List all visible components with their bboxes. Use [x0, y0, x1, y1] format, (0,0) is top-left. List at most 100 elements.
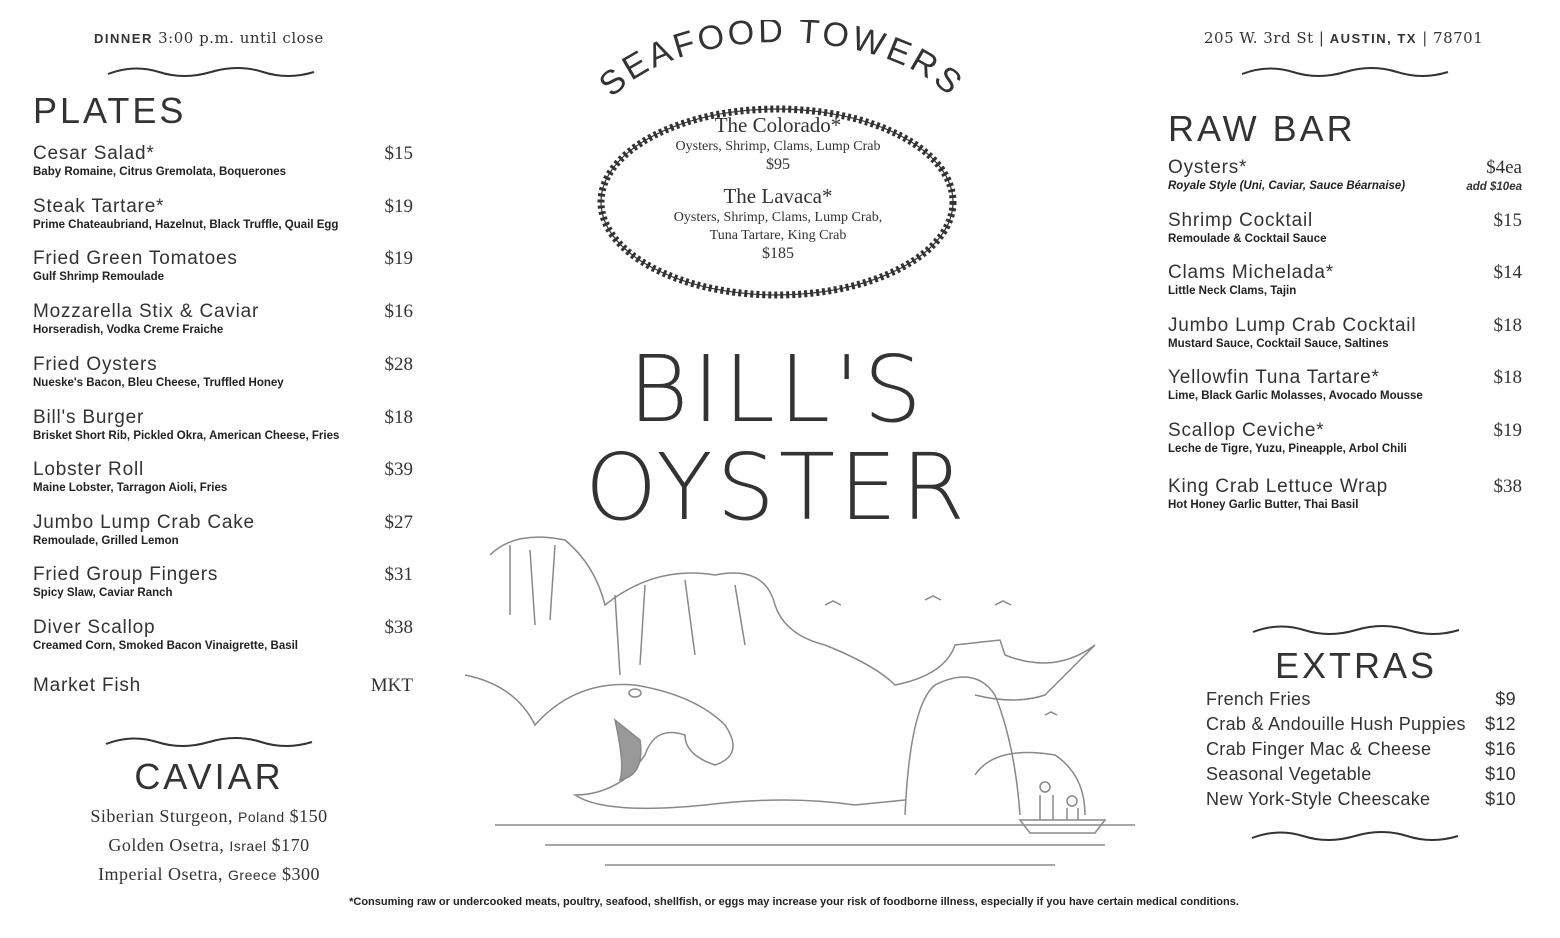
menu-item: Scallop Ceviche* Leche de Tigre, Yuzu, Pi…	[1168, 420, 1522, 476]
street: 205 W. 3rd St	[1204, 29, 1314, 47]
tower-item: The Lavaca* Oysters, Shrimp, Clams, Lump …	[630, 184, 926, 263]
towers-list: The Colorado* Oysters, Shrimp, Clams, Lum…	[630, 113, 926, 263]
caviar-name: Imperial Osetra,	[98, 864, 224, 884]
item-description: Hot Honey Garlic Butter, Thai Basil	[1168, 498, 1359, 511]
item-name: Yellowfin Tuna Tartare*	[1168, 367, 1380, 388]
item-price: $27	[384, 511, 414, 533]
address: 205 W. 3rd St | AUSTIN, TX | 78701	[1204, 29, 1484, 47]
extras-price: $10	[1485, 789, 1516, 809]
item-description: Leche de Tigre, Yuzu, Pineapple, Arbol C…	[1168, 442, 1407, 455]
extras-name: French Fries	[1206, 689, 1311, 709]
caviar-item: Imperial Osetra, Greece $300	[0, 864, 418, 893]
menu-item: Steak Tartare* Prime Chateaubriand, Hazel…	[33, 196, 413, 249]
item-name: Scallop Ceviche*	[1168, 419, 1325, 441]
seafood-towers-title: SEAFOOD TOWERS	[592, 20, 971, 104]
caviar-item: Siberian Sturgeon, Poland $150	[0, 806, 418, 835]
tower-desc: Oysters, Shrimp, Clams, Lump Crab,	[673, 210, 883, 225]
item-price: $19	[1493, 419, 1523, 441]
item-name: Cesar Salad*	[33, 143, 155, 164]
item-price: $18	[1493, 367, 1523, 388]
item-description: Little Neck Clams, Tajin	[1168, 285, 1297, 297]
caviar-price: $150	[289, 806, 328, 826]
caviar-price: $300	[281, 864, 320, 884]
extras-name: Crab Finger Mac & Cheese	[1206, 739, 1432, 759]
menu-item: Jumbo Lump Crab Cocktail Mustard Sauce, C…	[1168, 315, 1522, 368]
caviar-name: Siberian Sturgeon,	[90, 806, 234, 826]
tower-price: $185	[762, 245, 794, 262]
plates-title: PLATES	[33, 90, 187, 131]
tower-name: The Lavaca*	[723, 184, 833, 208]
item-price: $18	[1493, 314, 1523, 336]
item-description: Baby Romaine, Citrus Gremolata, Boqueron…	[33, 166, 287, 178]
item-price: $18	[384, 406, 414, 428]
brand-line-2: OYSTER	[584, 434, 970, 541]
extras-price: $9	[1495, 689, 1516, 709]
extras-price: $10	[1485, 764, 1516, 784]
item-description: Maine Lobster, Tarragon Aioli, Fries	[33, 482, 228, 494]
menu-item: Clams Michelada* Little Neck Clams, Tajin…	[1168, 262, 1522, 315]
extras-item: Crab Finger Mac & Cheese $16	[1206, 739, 1516, 764]
item-name: Jumbo Lump Crab Cake	[33, 511, 255, 533]
tower-name: The Colorado*	[714, 113, 842, 137]
item-name: Lobster Roll	[33, 459, 144, 480]
menu-item: Yellowfin Tuna Tartare* Lime, Black Garli…	[1168, 367, 1522, 420]
city: AUSTIN, TX	[1329, 31, 1417, 46]
item-price: MKT	[370, 674, 413, 696]
caviar-item: Golden Osetra, Israel $170	[0, 835, 418, 864]
item-price: $16	[384, 300, 414, 322]
item-price: $31	[384, 564, 414, 585]
item-description: Mustard Sauce, Cocktail Sauce, Saltines	[1168, 337, 1389, 350]
item-name: Diver Scallop	[33, 616, 156, 638]
item-name: Jumbo Lump Crab Cocktail	[1168, 314, 1417, 336]
menu-item: Market Fish MKT	[33, 675, 413, 728]
item-description: Nueske's Bacon, Bleu Cheese, Truffled Ho…	[33, 377, 284, 389]
caviar-list: Siberian Sturgeon, Poland $150 Golden Ose…	[0, 806, 418, 893]
plates-list: Cesar Salad* Baby Romaine, Citrus Gremola…	[33, 143, 413, 727]
item-description: Creamed Corn, Smoked Bacon Vinaigrette, …	[33, 639, 299, 652]
item-price: $19	[384, 195, 414, 217]
item-description: Remoulade & Cocktail Sauce	[1168, 232, 1327, 245]
item-description: Horseradish, Vodka Creme Fraiche	[33, 323, 224, 336]
menu-item: King Crab Lettuce Wrap Hot Honey Garlic B…	[1168, 476, 1522, 529]
wave-divider	[105, 737, 313, 747]
raw-bar-title: RAW BAR	[1168, 108, 1356, 149]
extras-name: New York-Style Cheescake	[1206, 789, 1431, 809]
menu-item: Shrimp Cocktail Remoulade & Cocktail Sauc…	[1168, 210, 1522, 263]
item-price: $38	[384, 616, 414, 638]
extras-price: $12	[1485, 714, 1516, 734]
extras-list: French Fries $9 Crab & Andouille Hush Pupp…	[1206, 689, 1516, 814]
menu-item: Mozzarella Stix & Caviar Horseradish, Vod…	[33, 301, 413, 355]
tower-desc: Tuna Tartare, King Crab	[709, 228, 847, 243]
item-name: Market Fish	[33, 674, 142, 696]
tower-item: The Colorado* Oysters, Shrimp, Clams, Lum…	[630, 113, 926, 174]
tower-price: $95	[766, 156, 790, 173]
item-price: $15	[1493, 209, 1523, 231]
menu-item: Lobster Roll Maine Lobster, Tarragon Aiol…	[33, 459, 413, 512]
wave-divider	[1252, 625, 1460, 635]
brand-line-1: BILL'S	[628, 336, 926, 443]
caviar-origin: Israel	[229, 838, 267, 854]
menu-item: Bill's Burger Brisket Short Rib, Pickled …	[33, 407, 413, 460]
menu-item: Fried Group Fingers Spicy Slaw, Caviar Ra…	[33, 564, 413, 617]
item-price: $38	[1493, 475, 1523, 497]
item-name: Steak Tartare*	[33, 195, 165, 217]
hours-text: 3:00 p.m. until close	[158, 29, 324, 47]
caviar-price: $170	[271, 835, 310, 855]
item-name: Mozzarella Stix & Caviar	[33, 300, 260, 322]
raw-bar-list: Oysters* Royale Style (Uni, Caviar, Sauce…	[1168, 157, 1522, 528]
item-price: $15	[384, 143, 414, 164]
item-description: Gulf Shrimp Remoulade	[33, 271, 164, 283]
item-price: $14	[1493, 262, 1523, 283]
item-price: $19	[384, 248, 414, 269]
wave-divider	[1241, 67, 1449, 77]
wave-divider	[1251, 831, 1459, 841]
extras-item: Crab & Andouille Hush Puppies $12	[1206, 714, 1516, 739]
extras-item: French Fries $9	[1206, 689, 1516, 714]
item-name: Oysters*	[1168, 157, 1248, 178]
item-name: King Crab Lettuce Wrap	[1168, 475, 1389, 497]
extras-title: EXTRAS	[1274, 645, 1438, 686]
extras-price: $16	[1485, 739, 1516, 759]
caviar-name: Golden Osetra,	[108, 835, 225, 855]
extras-item: New York-Style Cheescake $10	[1206, 789, 1516, 814]
item-description: Lime, Black Garlic Molasses, Avocado Mou…	[1168, 390, 1423, 402]
